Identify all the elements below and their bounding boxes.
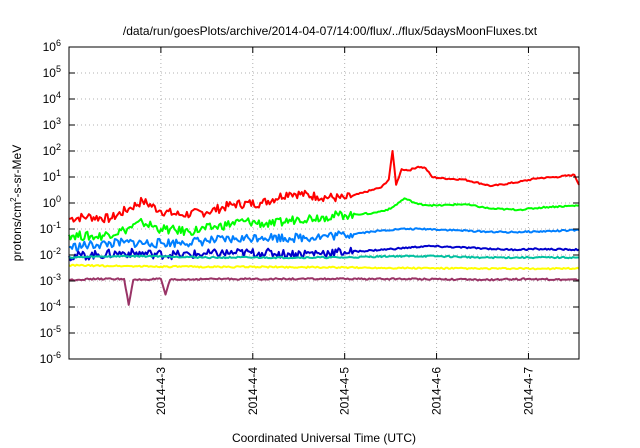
y-tick-label: 106	[43, 38, 61, 54]
series-group	[68, 150, 580, 306]
y-tick-label: 10-2	[40, 246, 61, 262]
series-line-7	[68, 277, 580, 306]
x-tick-label: 2014-4-4	[246, 367, 260, 415]
y-label-superscript: 2	[9, 197, 18, 202]
y-tick-label: 101	[43, 168, 61, 184]
series-line-3	[68, 227, 580, 252]
y-tick-label: 10-5	[40, 324, 61, 340]
series-line-5	[68, 254, 579, 260]
series-line-2	[68, 197, 580, 242]
x-tick-label: 2014-4-3	[154, 367, 168, 415]
x-tick-label: 2014-4-5	[338, 367, 352, 415]
y-ticks: 10-6 10-5 10-4 10-3 10-2 10-1 100 101 102 103 104 1…	[40, 38, 579, 366]
x-tick-label: 2014-4-6	[430, 367, 444, 415]
series-line-6	[68, 263, 580, 271]
y-tick-label: 10-1	[40, 220, 61, 236]
y-tick-label: 103	[43, 116, 61, 132]
y-tick-label: 10-6	[40, 350, 61, 366]
x-ticks: 2014-4-3 2014-4-4 2014-4-5 2014-4-6 2014-4-7	[154, 47, 535, 415]
y-axis-label: protons/cm2-s-sr-MeV	[9, 145, 24, 261]
y-tick-label: 10-4	[40, 298, 61, 314]
y-tick-label: 105	[43, 64, 61, 80]
series-line-1	[68, 150, 580, 224]
x-axis-label: Coordinated Universal Time (UTC)	[232, 431, 416, 445]
y-tick-label: 104	[43, 90, 61, 106]
chart-title: /data/run/goesPlots/archive/2014-04-07/1…	[123, 24, 538, 38]
y-tick-label: 10-3	[40, 272, 61, 288]
y-tick-label: 102	[43, 142, 61, 158]
y-tick-label: 100	[43, 194, 61, 210]
grid	[69, 47, 579, 359]
x-tick-label: 2014-4-7	[521, 367, 535, 415]
